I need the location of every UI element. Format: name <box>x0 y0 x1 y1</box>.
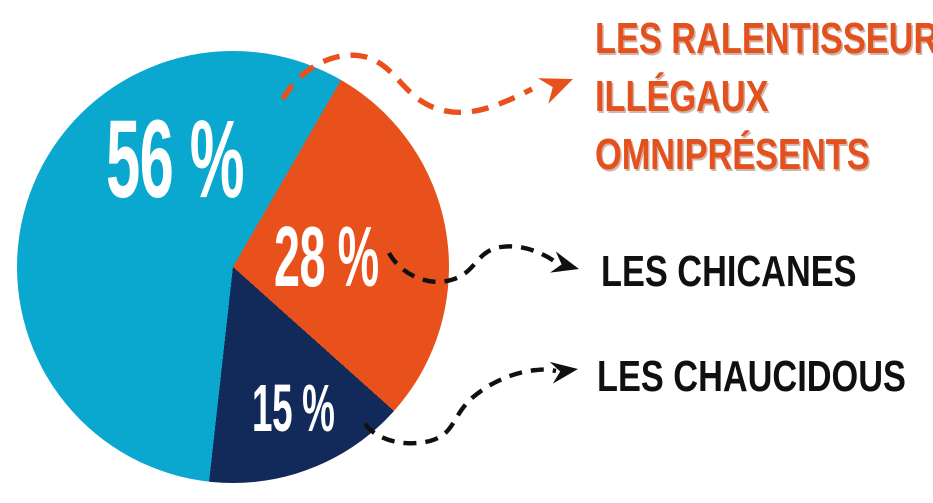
legend-title-ralentisseurs: LES RALENTISSEURS ILLÉGAUX OMNIPRÉSENTS <box>595 10 933 184</box>
legend-title-line-3: OMNIPRÉSENTS <box>595 130 870 179</box>
arrowhead-chaucidous-icon <box>549 361 578 384</box>
legend-title-line-1: LES RALENTISSEURS <box>595 14 933 63</box>
legend-title-line-2: ILLÉGAUX <box>595 72 769 121</box>
pie-value-label-chaucidous: 15 % <box>252 371 335 446</box>
pie-value-label-ralentisseurs: 56 % <box>106 98 245 221</box>
legend-label-chicanes: LES CHICANES <box>601 247 857 296</box>
legend-label-chaucidous: LES CHAUCIDOUS <box>597 352 906 401</box>
arrowhead-ralentisseurs-icon <box>537 78 573 104</box>
arrowhead-chicanes-icon <box>550 251 579 273</box>
pie-value-label-chicanes: 28 % <box>274 210 379 305</box>
